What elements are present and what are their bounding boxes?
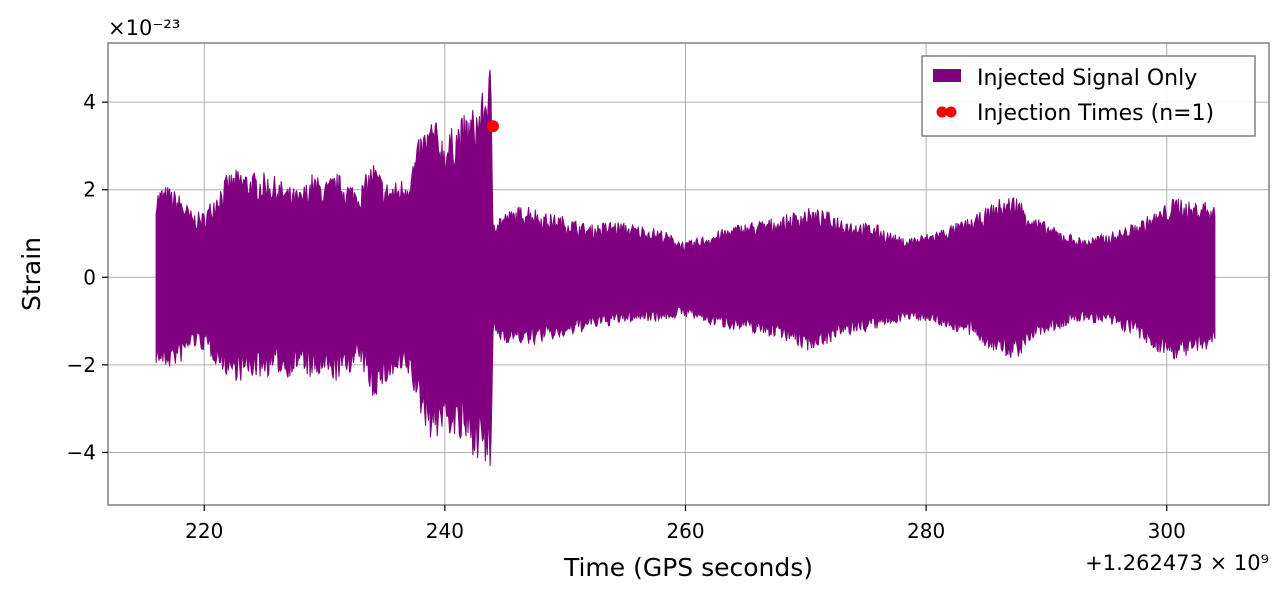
injection-time-point xyxy=(486,120,499,133)
x-tick-label: 220 xyxy=(185,519,223,543)
x-tick-label: 260 xyxy=(666,519,704,543)
y-tick-label: −4 xyxy=(67,440,96,464)
x-offset-label: +1.262473 × 10⁹ xyxy=(1085,551,1269,575)
y-tick-label: 0 xyxy=(83,265,96,289)
legend: Injected Signal Only Injection Times (n=1… xyxy=(921,55,1256,137)
legend-swatch-signal xyxy=(933,69,961,82)
legend-label-signal: Injected Signal Only xyxy=(977,66,1197,91)
y-scale-label: ×10⁻²³ xyxy=(108,16,180,40)
x-axis-label: Time (GPS seconds) xyxy=(563,553,813,582)
legend-marker-injection xyxy=(945,106,957,118)
legend-label-injection: Injection Times (n=1) xyxy=(977,101,1214,126)
y-axis-label: Strain xyxy=(17,237,46,311)
axis-labels: Time (GPS seconds) Strain ×10⁻²³ +1.2624… xyxy=(17,16,1269,582)
legend-marker-injection xyxy=(936,106,948,118)
x-tick-label: 240 xyxy=(426,519,464,543)
ticks: 220 240 260 280 300 −4 −2 0 2 4 xyxy=(67,90,1186,543)
plot-data xyxy=(155,69,1216,467)
y-tick-label: 4 xyxy=(83,90,96,114)
y-tick-label: 2 xyxy=(83,178,96,202)
legend-box xyxy=(921,55,1256,137)
x-tick-label: 300 xyxy=(1148,519,1186,543)
y-tick-label: −2 xyxy=(67,353,96,377)
series-injected-signal xyxy=(155,69,1216,467)
plot-frame xyxy=(107,42,1270,506)
x-tick-label: 280 xyxy=(907,519,945,543)
